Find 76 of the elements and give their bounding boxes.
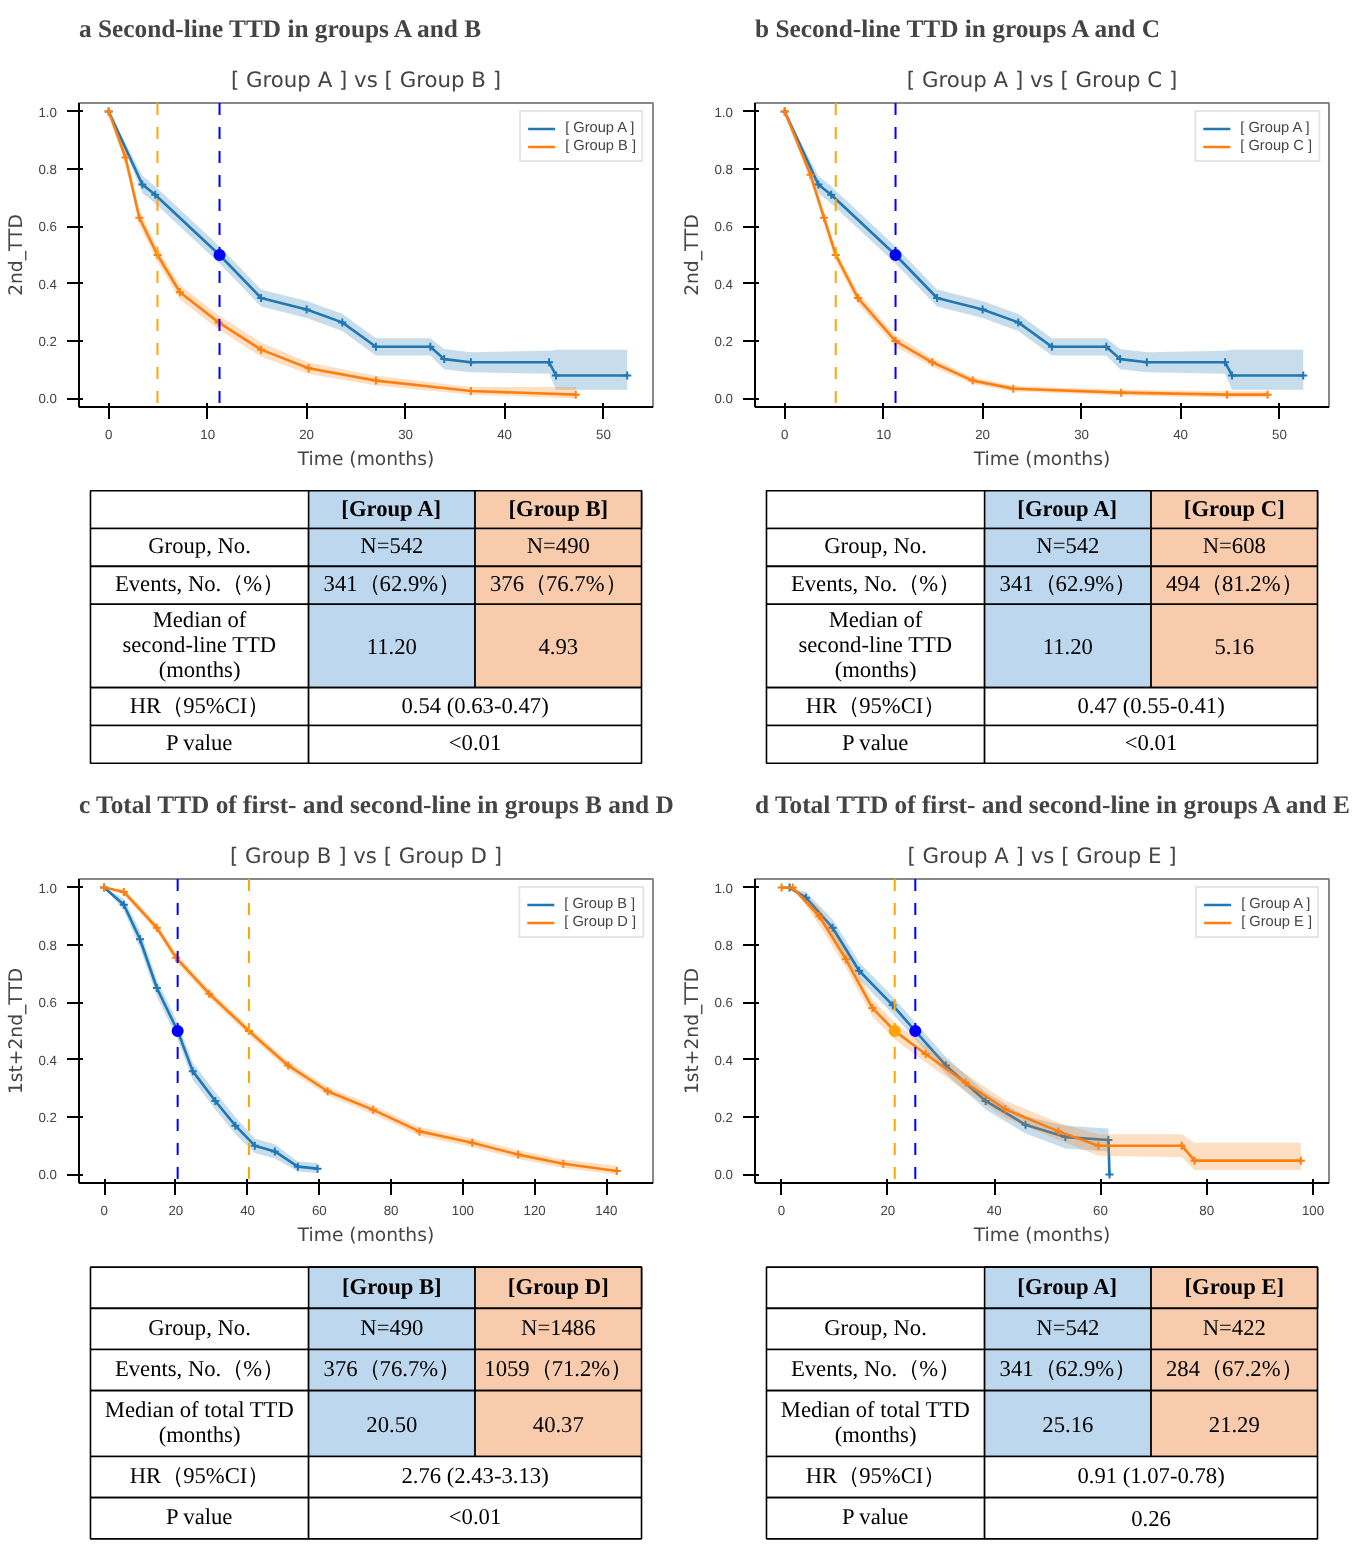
text: [Group E]	[1184, 1275, 1285, 1300]
text: 341（62.9%）	[999, 1358, 1137, 1383]
chart-subtitle: [ Group A ] vs [ Group E ]	[907, 843, 1177, 869]
text: 20.50	[366, 1413, 418, 1438]
text: <0.01	[448, 732, 502, 757]
text: 376（76.7%）	[323, 1358, 461, 1383]
chart-subtitle: [ Group A ] vs [ Group C ]	[906, 67, 1178, 93]
text: N=422	[1202, 1316, 1267, 1341]
text: Group, No.	[148, 1316, 252, 1341]
y-axis-title: 1st+2nd_TTD	[682, 967, 705, 1095]
text: 1059（71.2%）	[484, 1358, 633, 1383]
text: 0.91 (1.07-0.78)	[1077, 1465, 1226, 1490]
text: 5.16	[1214, 635, 1255, 660]
text: 0.54 (0.63-0.47)	[401, 694, 550, 719]
text: P value	[165, 732, 233, 757]
text: <0.01	[1124, 732, 1178, 757]
text: 2.76 (2.43-3.13)	[401, 1465, 550, 1490]
text: N=542	[1036, 535, 1101, 560]
chart-subtitle: [ Group B ] vs [ Group D ]	[230, 843, 503, 869]
text: Events, No.（%）	[790, 1358, 961, 1383]
x-axis-title: Time (months)	[295, 1225, 435, 1247]
text: 376（76.7%）	[490, 573, 627, 598]
text: 0.26	[1131, 1508, 1172, 1533]
y-axis-title: 1st+2nd_TTD	[6, 967, 29, 1095]
text: P value	[841, 1506, 909, 1531]
text: [Group B]	[508, 497, 609, 522]
text: 25.16	[1042, 1413, 1094, 1438]
text: 4.93	[538, 635, 579, 660]
text: N=490	[526, 535, 591, 560]
text: P value	[165, 1506, 233, 1531]
text: 11.20	[1042, 635, 1094, 660]
text: 341（62.9%）	[323, 573, 461, 598]
text: Events, No.（%）	[790, 573, 961, 598]
text: HR（95%CI）	[129, 1465, 270, 1490]
text: HR（95%CI）	[805, 1465, 946, 1490]
text: HR（95%CI）	[129, 694, 270, 719]
text: <0.01	[448, 1506, 502, 1531]
x-axis-title: Time (months)	[295, 449, 435, 471]
text: Median of total TTD (months)	[104, 1398, 294, 1449]
text: Events, No.（%）	[114, 1358, 285, 1383]
text: [Group D]	[507, 1275, 609, 1300]
text: [Group A]	[341, 497, 442, 522]
text: Events, No.（%）	[114, 573, 285, 598]
chart-title: c Total TTD of first- and second-line in groups B and D	[79, 791, 674, 819]
text: 494（81.2%）	[1166, 573, 1303, 598]
chart-subtitle: [ Group A ] vs [ Group B ]	[230, 67, 502, 93]
text: Median of total TTD (months)	[780, 1398, 970, 1449]
text: N=608	[1202, 535, 1267, 560]
text: Group, No.	[148, 535, 252, 560]
text: Group, No.	[824, 1316, 928, 1341]
text: 341（62.9%）	[999, 573, 1137, 598]
text: HR（95%CI）	[805, 694, 946, 719]
text: 284（67.2%）	[1166, 1358, 1303, 1383]
text: Median of second-line TTD (months)	[122, 608, 277, 684]
text: [Group B]	[342, 1275, 442, 1300]
x-axis-title: Time (months)	[971, 449, 1111, 471]
chart-title: d Total TTD of first- and second-line in groups A and E	[755, 791, 1350, 819]
y-axis-title: 2nd_TTD	[6, 214, 29, 296]
text: 0.47 (0.55-0.41)	[1077, 694, 1226, 719]
text: N=542	[1036, 1316, 1101, 1341]
text: Group, No.	[824, 535, 928, 560]
text: N=490	[360, 1316, 425, 1341]
text: [Group A]	[1017, 1275, 1118, 1300]
text: 40.37	[532, 1413, 585, 1438]
text: [Group A]	[1017, 497, 1118, 522]
text: 21.29	[1208, 1413, 1261, 1438]
text: 11.20	[366, 635, 418, 660]
text: N=1486	[521, 1316, 597, 1341]
chart-title: b Second-line TTD in groups A and C	[755, 15, 1160, 43]
chart-title: a Second-line TTD in groups A and B	[79, 15, 483, 43]
text: Median of second-line TTD (months)	[798, 608, 953, 684]
text: P value	[841, 732, 909, 757]
x-axis-title: Time (months)	[971, 1225, 1111, 1247]
text: [Group C]	[1183, 497, 1285, 522]
text: N=542	[360, 535, 425, 560]
y-axis-title: 2nd_TTD	[682, 214, 705, 296]
